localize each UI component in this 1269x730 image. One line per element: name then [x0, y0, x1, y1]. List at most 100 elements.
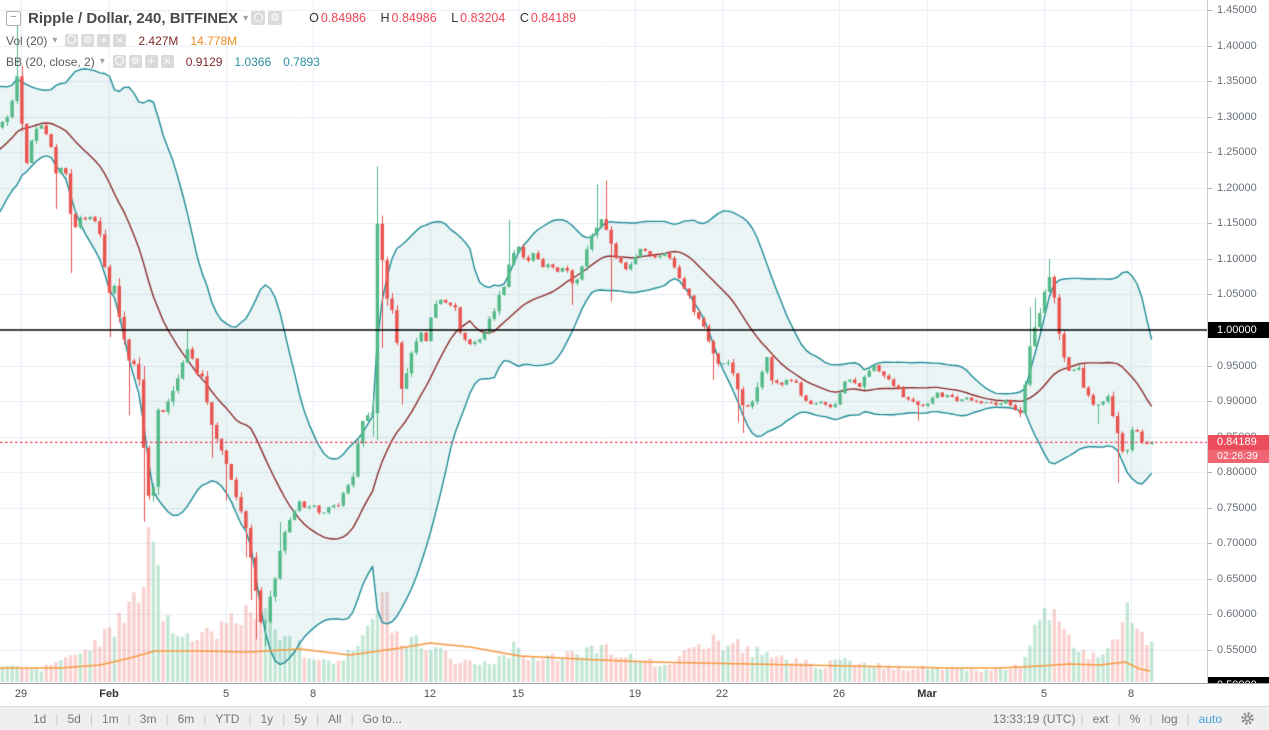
price-axis-label: 0.80000: [1217, 466, 1257, 479]
symbol-legend-row: − Ripple / Dollar, 240, BITFINEX ▾ ⚙ O 0.…: [6, 6, 576, 30]
scale-button-auto[interactable]: auto: [1198, 711, 1222, 726]
range-button-ytd[interactable]: YTD: [215, 711, 240, 726]
close-value: 0.84189: [530, 11, 577, 25]
volume-ma-value: 14.778M: [190, 33, 238, 48]
range-button-all[interactable]: All: [328, 711, 342, 726]
price-axis-label: 0.70000: [1217, 537, 1257, 550]
scale-button-ext[interactable]: ext: [1092, 711, 1109, 726]
range-button-1d[interactable]: 1d: [33, 711, 47, 726]
price-axis-label: 0.75000: [1217, 501, 1257, 514]
low-value: 0.83204: [460, 11, 506, 25]
hide-indicator-icon[interactable]: [112, 55, 126, 68]
toolbar-separator: |: [89, 711, 93, 726]
time-axis-label: Mar: [917, 688, 937, 700]
gear-icon: [1241, 712, 1254, 725]
range-button-1m[interactable]: 1m: [101, 711, 119, 726]
toolbar-separator: |: [1186, 711, 1190, 726]
price-axis-tick: [1208, 81, 1212, 82]
scale-button-log[interactable]: log: [1161, 711, 1178, 726]
clock-label[interactable]: 13:33:19 (UTC): [992, 711, 1076, 726]
toolbar-separator: |: [1149, 711, 1153, 726]
price-axis-label: 0.90000: [1217, 395, 1257, 408]
price-axis-label: 0.95000: [1217, 359, 1257, 372]
chevron-down-icon[interactable]: ▾: [243, 12, 249, 24]
price-axis-label: 1.35000: [1217, 75, 1257, 88]
indicator-settings-gear-icon[interactable]: ⚙: [128, 55, 142, 68]
time-axis-label: 5: [222, 688, 230, 700]
toolbar-separator: |: [55, 711, 59, 726]
toolbar-separator: |: [350, 711, 354, 726]
series-settings-gear-icon[interactable]: ⚙: [268, 11, 283, 25]
ohlc-values: O 0.84986 H 0.84986 L 0.83204 C 0.84189: [298, 11, 576, 25]
bottom-toolbar: 1d | 5d | 1m | 3m | 6m | YTD | 1y | 5y | All | Go to... 13…: [0, 706, 1269, 730]
price-axis-tick: [1208, 366, 1212, 367]
goto-date-button[interactable]: Go to...: [362, 711, 402, 726]
bb-indicator-label[interactable]: BB (20, close, 2): [6, 54, 95, 69]
price-axis-tick: [1208, 401, 1212, 402]
last-price-badge: 0.84189: [1208, 434, 1269, 450]
price-axis-tick: [1208, 508, 1212, 509]
bb-lower-value: 0.7893: [283, 54, 320, 69]
toolbar-separator: |: [248, 711, 252, 726]
range-button-3m[interactable]: 3m: [139, 711, 157, 726]
price-axis-tick: [1208, 472, 1212, 473]
price-axis-label: 1.25000: [1217, 146, 1257, 159]
add-indicator-icon[interactable]: +: [144, 55, 158, 68]
chevron-down-icon[interactable]: ▾: [99, 56, 105, 67]
indicator-settings-gear-icon[interactable]: ⚙: [81, 34, 95, 47]
eye-icon: [253, 13, 263, 22]
price-axis-highlight-badge: 1.00000: [1208, 321, 1269, 338]
price-axis-tick: [1208, 46, 1212, 47]
toolbar-right: 13:33:19 (UTC) | ext |% | log | auto: [993, 711, 1269, 726]
volume-indicator-label[interactable]: Vol (20): [6, 33, 48, 48]
time-axis-label: 5: [1040, 688, 1048, 700]
range-button-5d[interactable]: 5d: [67, 711, 81, 726]
price-axis-tick: [1208, 117, 1212, 118]
price-axis[interactable]: 1.45000 1.40000 1.35000 1.30000 1.25000 1.200…: [1207, 0, 1269, 683]
scale-buttons: | ext |% | log | auto: [1080, 712, 1231, 726]
low-label: L: [451, 11, 459, 25]
hide-indicator-icon[interactable]: [65, 34, 79, 47]
price-axis-tick: [1208, 188, 1212, 189]
open-value: 0.84986: [320, 11, 367, 25]
bb-basis-value: 0.9129: [185, 54, 223, 69]
add-indicator-icon[interactable]: +: [97, 34, 111, 47]
price-axis-tick: [1208, 10, 1212, 11]
eye-icon: [67, 35, 77, 44]
toolbar-separator: |: [127, 711, 131, 726]
chevron-down-icon[interactable]: ▾: [52, 35, 58, 46]
range-button-6m[interactable]: 6m: [177, 711, 195, 726]
eye-icon: [114, 56, 124, 65]
scale-button-percent[interactable]: %: [1129, 711, 1141, 726]
time-axis-label: 8: [309, 688, 317, 700]
price-axis-label: 0.65000: [1217, 572, 1257, 585]
price-axis-label: 1.05000: [1217, 288, 1257, 301]
time-axis-label: 19: [628, 688, 642, 700]
high-label: H: [380, 11, 390, 25]
range-button-1y[interactable]: 1y: [260, 711, 274, 726]
remove-indicator-icon[interactable]: ×: [113, 34, 127, 47]
price-axis-tick: [1208, 650, 1212, 651]
price-axis-label: 1.15000: [1217, 217, 1257, 230]
chart-properties-gear-icon[interactable]: [1240, 711, 1255, 726]
range-button-5y[interactable]: 5y: [294, 711, 307, 726]
price-axis-tick: [1208, 579, 1212, 580]
time-axis[interactable]: 29 Feb 5 8 12 15 19 22 26 Mar 5 8: [0, 684, 1207, 706]
bb-legend-row: BB (20, close, 2) ▾ ⚙ + × 0.9129 1.0366 …: [6, 51, 576, 72]
range-buttons: 1d | 5d | 1m | 3m | 6m | YTD | 1y | 5y | All | Go to...: [0, 712, 411, 726]
time-axis-label: 15: [511, 688, 525, 700]
time-axis-label: 8: [1127, 688, 1135, 700]
chart-legend: − Ripple / Dollar, 240, BITFINEX ▾ ⚙ O 0.…: [6, 6, 576, 72]
price-chart-canvas[interactable]: [0, 0, 1207, 683]
time-axis-label: 22: [715, 688, 729, 700]
price-axis-label: 1.10000: [1217, 252, 1257, 265]
price-axis-label: 1.45000: [1217, 4, 1257, 16]
price-axis-tick: [1208, 152, 1212, 153]
hide-series-icon[interactable]: [251, 11, 266, 25]
axis-divider: [0, 683, 1269, 684]
collapse-pane-icon[interactable]: −: [6, 10, 21, 26]
remove-indicator-icon[interactable]: ×: [160, 55, 174, 68]
symbol-title[interactable]: Ripple / Dollar, 240, BITFINEX: [28, 9, 239, 27]
